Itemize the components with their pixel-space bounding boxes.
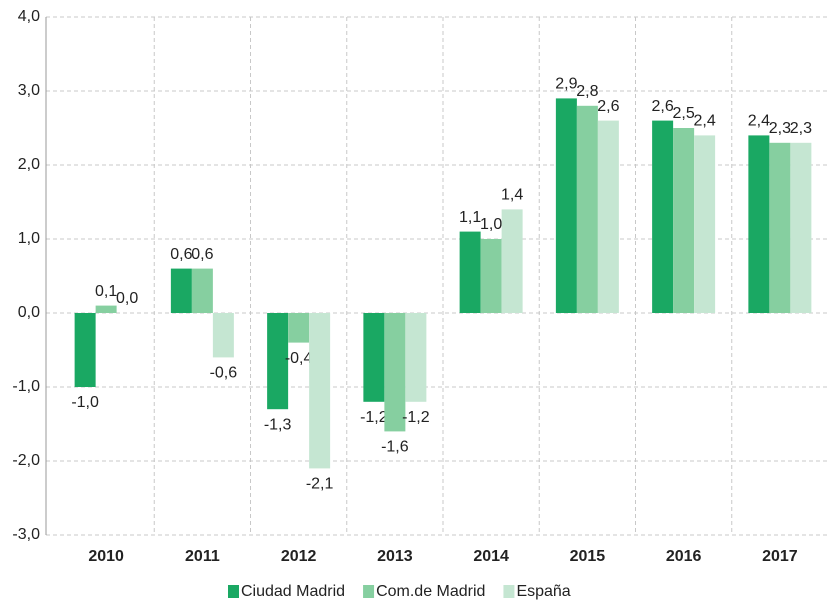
legend-swatch <box>503 585 515 598</box>
value-label: 2,4 <box>748 113 770 130</box>
bar <box>501 209 523 313</box>
y-tick-label: -3,0 <box>12 526 40 543</box>
x-tick-label: 2017 <box>762 548 798 565</box>
x-tick-label: 2013 <box>377 548 413 565</box>
x-tick-label: 2014 <box>473 548 509 565</box>
legend-swatch <box>228 585 239 598</box>
x-tick-label: 2012 <box>281 548 317 565</box>
bar <box>576 105 598 313</box>
y-tick-label: -2,0 <box>12 452 40 469</box>
bar <box>95 305 117 313</box>
bar <box>790 142 812 313</box>
bar <box>288 313 310 343</box>
value-label: 2,3 <box>769 120 791 137</box>
value-label: 2,6 <box>652 98 674 115</box>
legend-label: España <box>516 583 570 600</box>
value-label: 1,0 <box>480 216 502 233</box>
legend-label: Ciudad Madrid <box>241 583 345 600</box>
bar <box>652 120 674 313</box>
bar <box>212 313 234 358</box>
value-label: -0,4 <box>285 350 313 367</box>
value-label: 1,1 <box>459 209 481 226</box>
bar <box>405 313 427 402</box>
bar <box>384 313 406 432</box>
value-label: 2,5 <box>673 105 695 122</box>
value-label: 0,6 <box>170 246 192 263</box>
bar <box>673 128 695 313</box>
x-tick-label: 2016 <box>666 548 702 565</box>
y-tick-label: 1,0 <box>18 230 40 247</box>
bar <box>555 98 577 314</box>
legend-swatch <box>363 585 375 598</box>
y-tick-label: 0,0 <box>18 304 40 321</box>
bar <box>748 135 770 313</box>
value-label: 2,8 <box>576 83 598 100</box>
value-label: -1,2 <box>402 409 430 426</box>
bar <box>769 142 791 313</box>
bar <box>191 268 213 313</box>
value-label: -1,2 <box>360 409 388 426</box>
value-label: -1,6 <box>381 439 409 456</box>
y-tick-label: 3,0 <box>18 82 40 99</box>
bar <box>694 135 716 313</box>
value-label: 2,6 <box>597 98 619 115</box>
bar <box>267 313 289 410</box>
y-tick-label: 2,0 <box>18 156 40 173</box>
bar <box>74 313 96 387</box>
bar <box>459 231 481 313</box>
bar <box>170 268 192 313</box>
value-label: 2,3 <box>790 120 812 137</box>
y-tick-label: -1,0 <box>12 378 40 395</box>
value-label: 0,6 <box>191 246 213 263</box>
x-tick-label: 2011 <box>185 548 220 565</box>
bar <box>480 239 502 313</box>
bar <box>363 313 385 402</box>
y-tick-label: 4,0 <box>18 8 40 25</box>
x-tick-label: 2010 <box>88 548 124 565</box>
value-label: -1,3 <box>264 416 292 433</box>
bar <box>597 120 619 313</box>
value-label: 0,0 <box>116 290 138 307</box>
value-label: -0,6 <box>210 365 238 382</box>
bar <box>309 313 331 469</box>
value-label: -2,1 <box>306 476 334 493</box>
legend-label: Com.de Madrid <box>376 583 485 600</box>
value-label: -1,0 <box>71 394 99 411</box>
value-label: 0,1 <box>95 283 117 300</box>
x-tick-label: 2015 <box>570 548 606 565</box>
value-label: 1,4 <box>501 187 523 204</box>
value-label: 2,4 <box>694 113 716 130</box>
value-label: 2,9 <box>555 76 577 93</box>
